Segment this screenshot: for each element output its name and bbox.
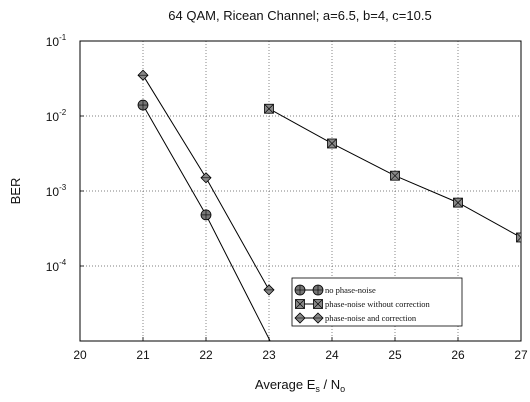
legend-label: phase-noise and correction: [325, 313, 417, 323]
y-tick-label: 10-4: [46, 258, 67, 274]
legend-items: no phase-noise phase-noise without correc…: [294, 284, 431, 324]
data-point-square: [264, 103, 274, 114]
data-point-circle: [200, 209, 212, 221]
legend-entry: phase-noise without correction: [295, 299, 431, 309]
series-circle: [137, 99, 271, 341]
legend: no phase-noise phase-noise without correc…: [291, 277, 463, 327]
data-point-circle: [137, 99, 149, 111]
legend-entry: phase-noise and correction: [294, 312, 417, 324]
x-tick-label: 20: [73, 348, 87, 362]
series-square: [264, 103, 521, 243]
legend-label: no phase-noise: [325, 285, 376, 295]
x-tick-label: 27: [514, 348, 528, 362]
legend-marker-square: [313, 299, 323, 309]
x-tick-label: 21: [136, 348, 150, 362]
data-point-square: [453, 197, 463, 208]
series-line: [142, 104, 271, 341]
legend-entry: no phase-noise: [294, 284, 376, 296]
y-axis-label: BER: [8, 178, 23, 205]
legend-marker-circle: [294, 284, 306, 296]
x-axis-label: Average Es / No: [255, 377, 345, 394]
legend-marker-square: [295, 299, 305, 309]
data-point-square: [327, 138, 337, 149]
y-axis-ticks: 10-1 10-2 10-3 10-4: [46, 33, 84, 274]
x-tick-label: 23: [262, 348, 276, 362]
y-tick-label: 10-1: [46, 33, 67, 49]
data-point-diamond: [200, 172, 212, 184]
x-axis-label-main: Average E: [255, 377, 316, 392]
data-point-diamond: [137, 69, 149, 81]
y-tick-label: 10-3: [46, 183, 67, 199]
y-tick-label: 10-2: [46, 108, 67, 124]
x-tick-label: 22: [199, 348, 213, 362]
series-diamond: [137, 69, 275, 296]
chart-title: 64 QAM, Ricean Channel; a=6.5, b=4, c=10…: [168, 8, 431, 23]
x-tick-label: 25: [388, 348, 402, 362]
legend-marker-circle: [312, 284, 324, 296]
legend-marker-diamond: [312, 312, 324, 324]
legend-label: phase-noise without correction: [325, 299, 431, 309]
x-axis-label-mid: / N: [320, 377, 340, 392]
x-axis-label-sub2: o: [340, 384, 345, 394]
x-tick-label: 24: [325, 348, 339, 362]
x-axis-ticks: 20 21 22 23 24 25 26 27: [73, 337, 528, 362]
data-point-diamond: [263, 284, 275, 296]
x-tick-label: 26: [451, 348, 465, 362]
legend-marker-diamond: [294, 312, 306, 324]
data-point-square: [390, 170, 400, 181]
series-layer: [137, 69, 521, 341]
data-point-square: [516, 232, 521, 243]
x-axis-label-sub1: s: [315, 384, 320, 394]
